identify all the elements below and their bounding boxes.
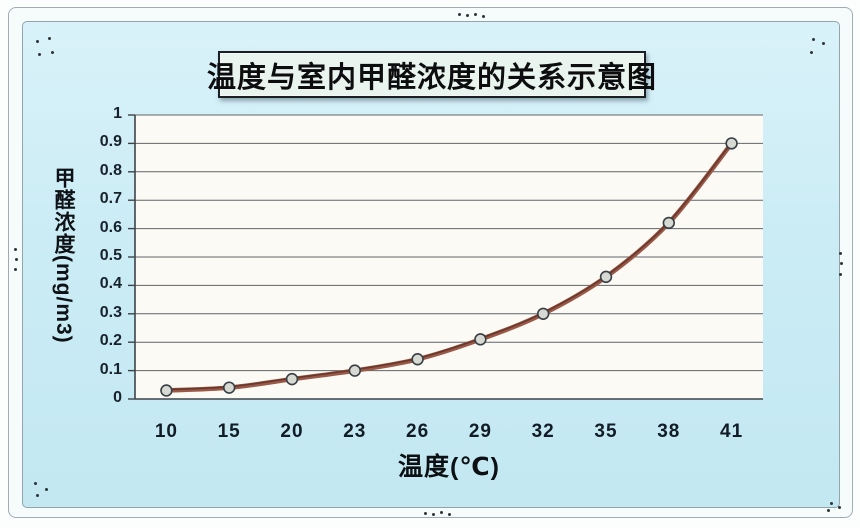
data-point-marker (725, 137, 738, 150)
y-axis-tick-label: 0.2 (99, 332, 122, 350)
y-axis-tick-label: 0.4 (99, 275, 122, 293)
data-point-marker (285, 372, 299, 386)
frame-corner-dots-bottom-left (34, 482, 37, 485)
x-axis-tick-label: 29 (468, 421, 492, 442)
x-axis-tick-label: 35 (594, 421, 618, 442)
frame-edge-dots-top (458, 13, 461, 16)
frame-corner-dots-bottom-right (830, 502, 833, 505)
y-axis-tick-label: 0.8 (99, 161, 122, 179)
x-axis-tick-label: 41 (720, 421, 744, 442)
data-point-marker (222, 381, 236, 394)
data-point-marker (662, 216, 675, 230)
data-point-marker (411, 353, 424, 366)
y-axis-tick-label: 0.9 (99, 133, 122, 151)
frame-edge-dots-right (839, 252, 842, 255)
data-point-marker (474, 333, 487, 346)
data-point-marker (160, 384, 173, 397)
line-chart-plot-area (128, 114, 763, 400)
frame-edge-dots-bottom (424, 512, 427, 515)
y-axis-title: 甲醛浓度(mg/m3) (52, 167, 75, 344)
x-axis-tick-label: 10 (154, 421, 178, 442)
frame-corner-dots-top-right (812, 38, 815, 41)
data-point-marker (348, 364, 362, 377)
y-axis-tick-label: 0.3 (99, 303, 122, 321)
frame-edge-dots-left (14, 248, 17, 251)
x-axis-tick-label: 20 (280, 421, 304, 442)
x-axis-title: 温度(℃) (398, 453, 500, 481)
y-axis-tick-label: 0.7 (99, 190, 122, 208)
y-axis-tick-label: 0 (113, 389, 122, 406)
data-point-marker (537, 307, 550, 321)
series-line-highlight (166, 141, 733, 391)
x-axis-tick-label: 15 (217, 421, 241, 442)
x-axis-tick-label: 23 (343, 421, 367, 442)
x-axis-tick-label: 26 (406, 421, 430, 442)
x-axis-tick-label: 38 (657, 421, 681, 442)
chart-title-box: 温度与室内甲醛浓度的关系示意图 (207, 51, 656, 98)
y-axis-tick-label: 1 (113, 105, 122, 122)
y-axis-tick-label: 0.5 (99, 247, 122, 264)
data-point-marker (599, 270, 613, 284)
y-axis-tick-label: 0.6 (99, 218, 122, 236)
chart-title: 温度与室内甲醛浓度的关系示意图 (207, 61, 658, 94)
x-axis-tick-label: 32 (531, 421, 555, 442)
y-axis-tick-label: 0.1 (99, 360, 122, 378)
frame-corner-dots-top-left (36, 40, 39, 43)
